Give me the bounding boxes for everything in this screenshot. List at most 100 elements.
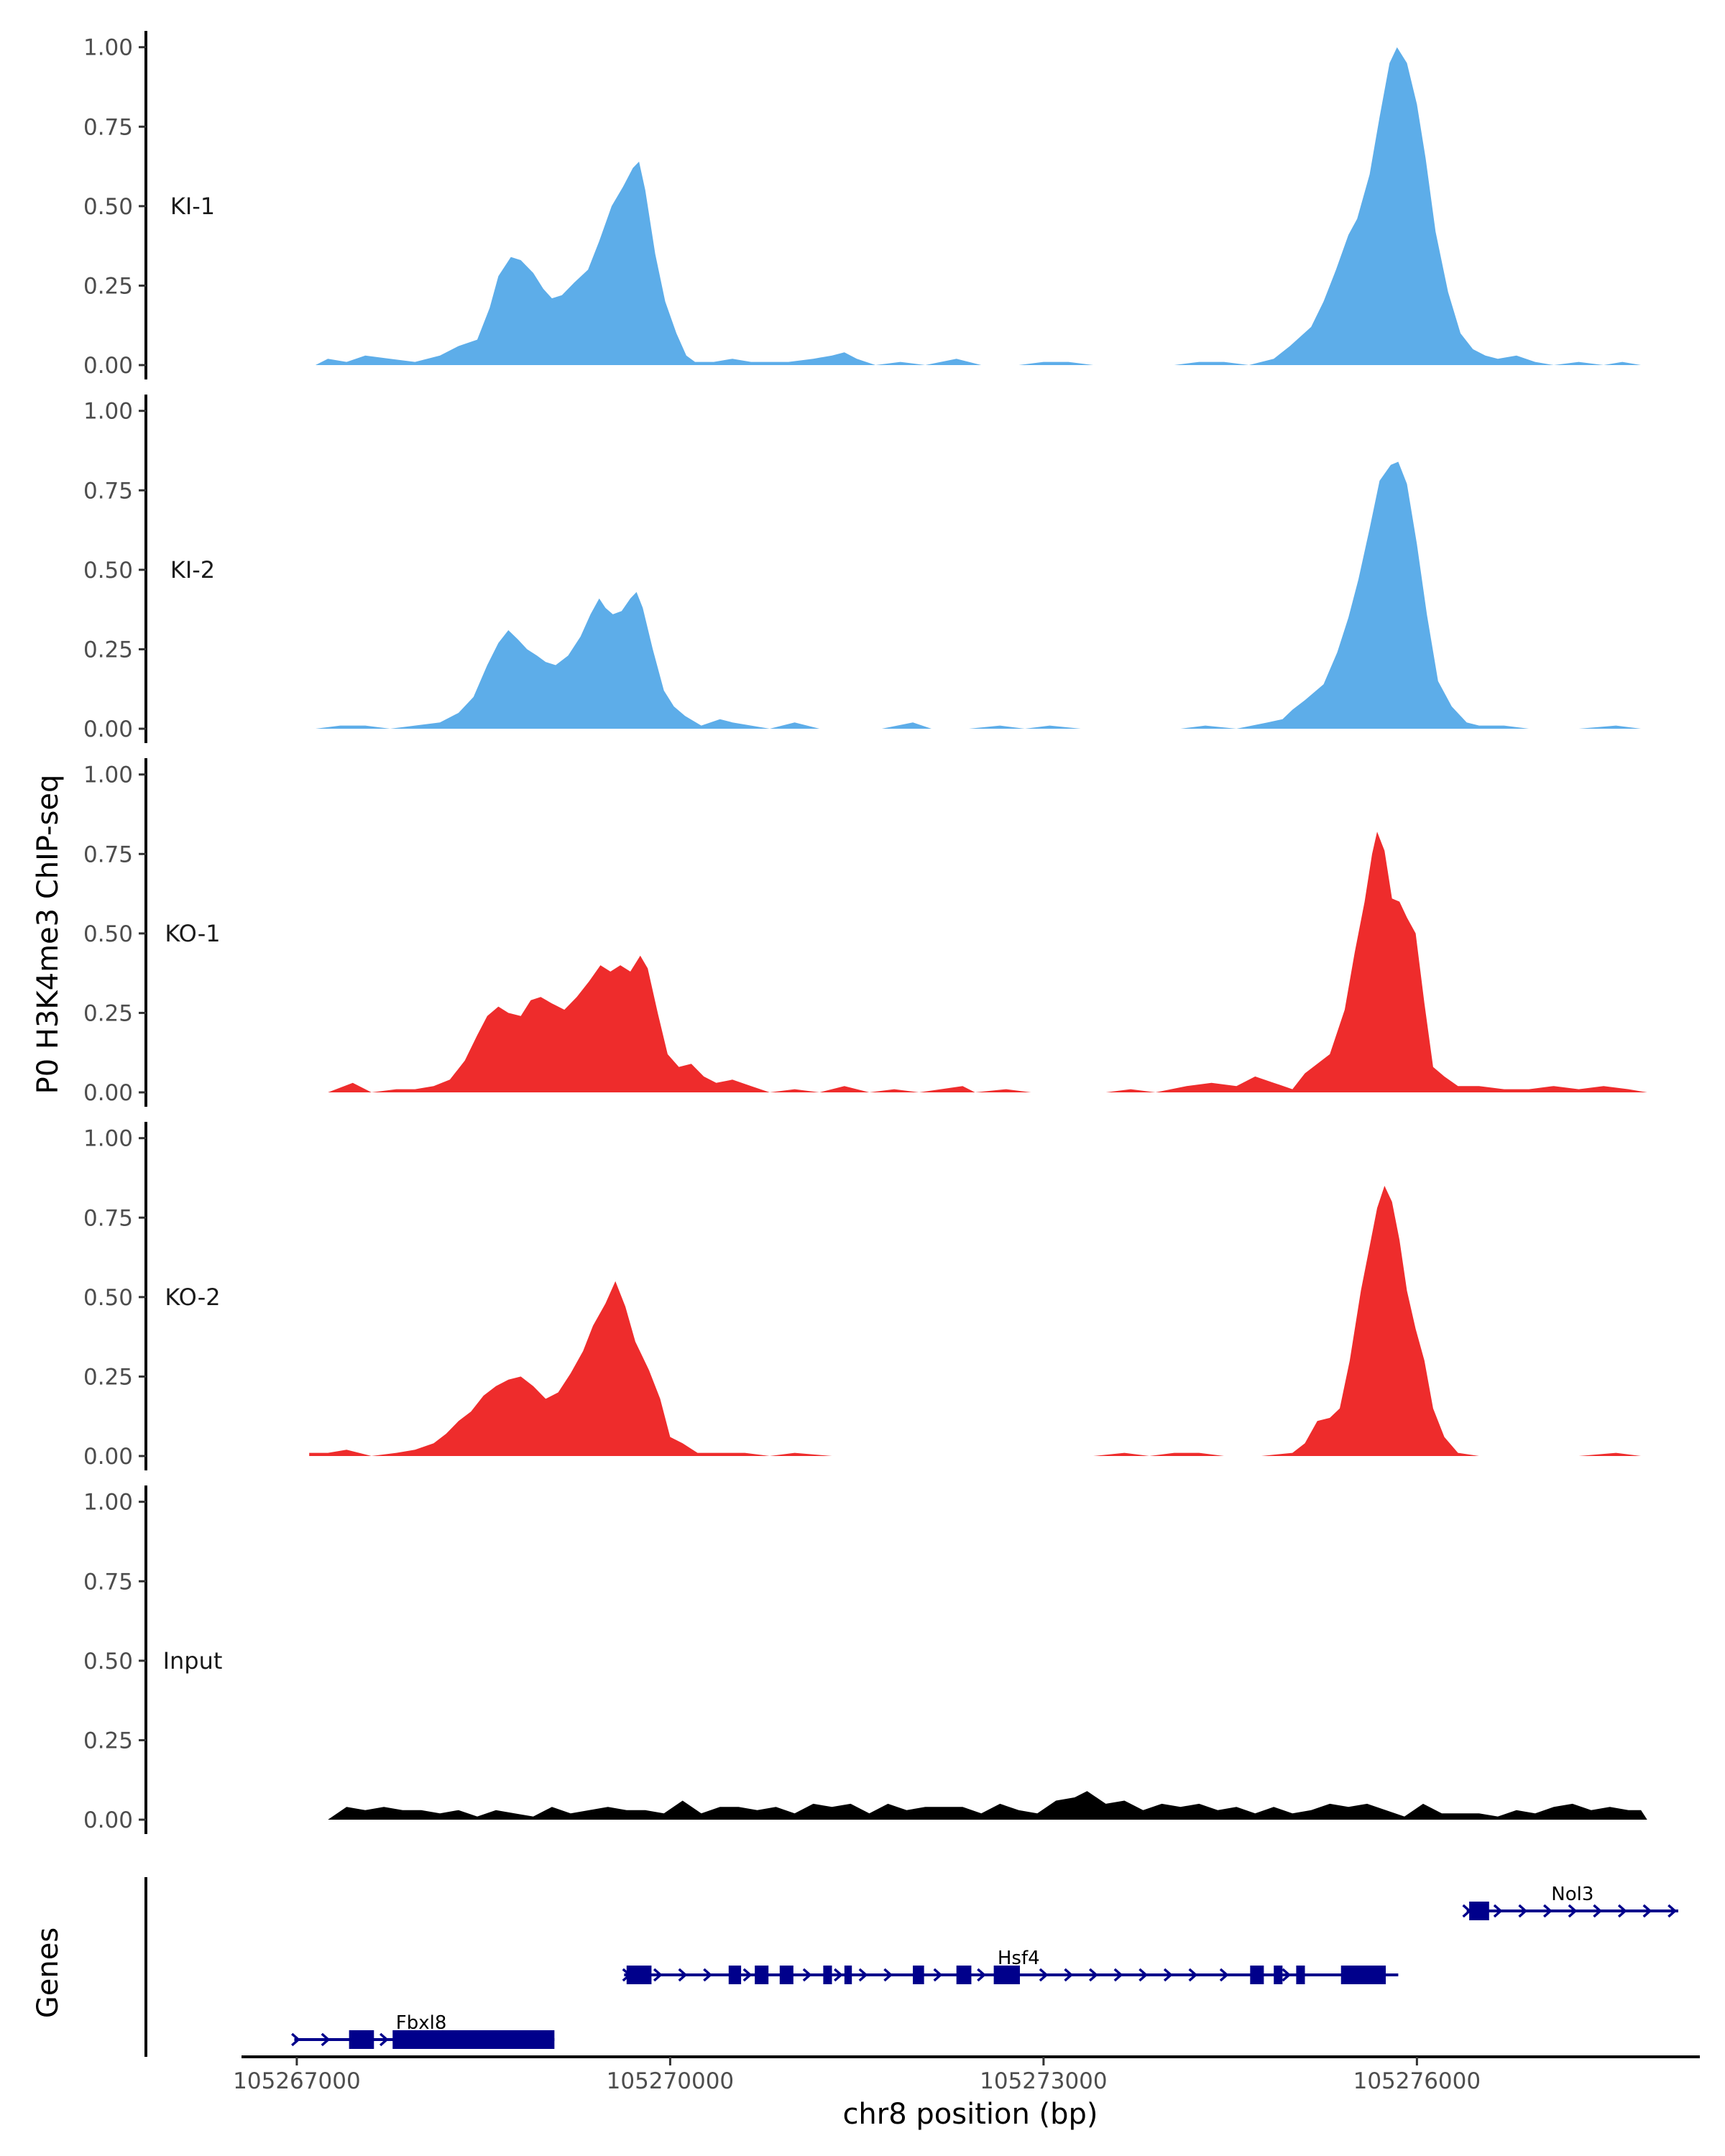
strand-arrow — [653, 1968, 663, 1982]
strand-arrow — [1113, 1968, 1123, 1982]
gene-exon — [755, 1966, 769, 1984]
strand-arrow — [802, 1968, 812, 1982]
strand-arrow — [858, 1968, 868, 1982]
y-tick-label: 1.00 — [83, 1490, 133, 1516]
track-label-ki-1: KI-1 — [170, 193, 215, 220]
gene-exon — [392, 2030, 555, 2049]
strand-arrow — [1543, 1904, 1552, 1918]
track-ko-2: 0.00 0.25 0.50 0.75 1.00 KO-2 — [83, 1122, 1642, 1470]
coverage-area-ko-2 — [309, 1186, 1642, 1456]
coverage-area-input — [328, 1791, 1647, 1820]
track-ko-1: 0.00 0.25 0.50 0.75 1.00 KO-1 — [83, 758, 1647, 1107]
coverage-area-ki-2 — [315, 461, 1642, 729]
gene-exon — [1340, 1966, 1386, 1984]
gene-exon — [1250, 1966, 1264, 1984]
track-label-ko-1: KO-1 — [165, 920, 220, 947]
gene-label-hsf4: Hsf4 — [998, 1948, 1040, 1969]
gene-exon — [728, 1966, 742, 1984]
gene-annotation-panel: Nol3 Hsf4 Fbxl8 105267000 105270000 105273000… — [144, 1877, 1700, 2094]
y-tick-label: 0.50 — [83, 194, 133, 220]
genes-panel-title: Genes — [32, 1927, 65, 2018]
y-tick-label: 1.00 — [83, 399, 133, 425]
strand-arrow — [1282, 1968, 1292, 1982]
gene-exon — [1296, 1966, 1305, 1984]
strand-arrow — [1088, 1968, 1098, 1982]
y-tick-label: 1.00 — [83, 1126, 133, 1152]
strand-arrow — [1219, 1968, 1229, 1982]
y-tick-label: 0.25 — [83, 637, 133, 663]
y-tick-label: 0.50 — [83, 1649, 133, 1674]
track-label-ko-2: KO-2 — [165, 1284, 220, 1311]
strand-arrow — [1518, 1904, 1528, 1918]
x-tick-label: 105276000 — [1353, 2068, 1481, 2094]
strand-arrow — [1064, 1968, 1074, 1982]
strand-arrow — [291, 2032, 300, 2047]
strand-arrow — [1593, 1904, 1603, 1918]
gene-nol3: Nol3 — [1462, 1884, 1678, 1920]
strand-arrow — [1163, 1968, 1173, 1982]
strand-arrow — [834, 1968, 843, 1982]
gene-exon — [1274, 1966, 1283, 1984]
track-label-ki-2: KI-2 — [170, 556, 215, 584]
strand-arrow — [1568, 1904, 1578, 1918]
y-tick-label: 0.25 — [83, 1364, 133, 1390]
strand-arrow — [1642, 1904, 1652, 1918]
strand-arrow — [977, 1968, 986, 1982]
gene-exon — [956, 1966, 972, 1984]
gene-exon — [913, 1966, 924, 1984]
y-tick-label: 0.75 — [83, 1569, 133, 1595]
y-tick-label: 0.25 — [83, 1000, 133, 1026]
x-tick-label: 105270000 — [607, 2068, 735, 2094]
strand-arrow — [742, 1968, 753, 1982]
track-label-input: Input — [163, 1647, 223, 1674]
strand-arrow — [1138, 1968, 1149, 1982]
y-tick-label: 1.00 — [83, 763, 133, 788]
gene-label-nol3: Nol3 — [1551, 1884, 1593, 1905]
strand-arrow — [1462, 1904, 1472, 1918]
y-tick-label: 0.50 — [83, 1285, 133, 1311]
y-tick-label: 0.50 — [83, 921, 133, 947]
strand-arrow — [1039, 1968, 1049, 1982]
y-tick-label: 0.75 — [83, 114, 133, 140]
track-ki-2: 0.00 0.25 0.50 0.75 1.00 KI-2 — [83, 395, 1642, 743]
x-tick-label: 105267000 — [233, 2068, 361, 2094]
y-tick-label: 0.25 — [83, 273, 133, 299]
gene-exon — [844, 1966, 852, 1984]
y-tick-label: 0.75 — [83, 842, 133, 867]
gene-exon — [779, 1966, 794, 1984]
gene-exon — [993, 1966, 1020, 1984]
coverage-tracks: 0.00 0.25 0.50 0.75 1.00 KI-1 0.00 0.25 0.50 0.75… — [83, 31, 1647, 1834]
y-tick-label: 0.00 — [83, 1444, 133, 1470]
x-axis-title: chr8 position (bp) — [842, 2098, 1098, 2131]
y-tick-label: 1.00 — [83, 35, 133, 61]
gene-exon — [1469, 1902, 1489, 1920]
y-tick-label: 0.00 — [83, 717, 133, 742]
y-tick-label: 0.00 — [83, 353, 133, 379]
strand-arrow — [1617, 1904, 1627, 1918]
strand-arrow — [622, 1968, 632, 1982]
track-input: 0.00 0.25 0.50 0.75 1.00 Input — [83, 1485, 1647, 1834]
strand-arrow — [678, 1968, 688, 1982]
y-axis-title: P0 H3K4me3 ChIP-seq — [32, 775, 65, 1095]
strand-arrow — [703, 1968, 712, 1982]
y-tick-label: 0.00 — [83, 1807, 133, 1833]
strand-arrow — [321, 2032, 331, 2047]
x-tick-label: 105273000 — [980, 2068, 1108, 2094]
y-tick-label: 0.25 — [83, 1728, 133, 1754]
strand-arrow — [883, 1968, 893, 1982]
coverage-area-ki-1 — [315, 47, 1642, 365]
y-tick-label: 0.75 — [83, 1205, 133, 1231]
track-ki-1: 0.00 0.25 0.50 0.75 1.00 KI-1 — [83, 31, 1642, 379]
gene-label-fbxl8: Fbxl8 — [396, 2012, 447, 2034]
strand-arrow — [379, 2032, 389, 2047]
y-tick-label: 0.50 — [83, 558, 133, 584]
gene-hsf4: Hsf4 — [622, 1948, 1399, 1984]
gene-fbxl8: Fbxl8 — [291, 2012, 555, 2049]
strand-arrow — [1188, 1968, 1198, 1982]
gene-exon — [823, 1966, 832, 1984]
y-tick-label: 0.75 — [83, 478, 133, 504]
strand-arrow — [1668, 1904, 1677, 1918]
y-tick-label: 0.00 — [83, 1080, 133, 1106]
strand-arrow — [1493, 1904, 1503, 1918]
